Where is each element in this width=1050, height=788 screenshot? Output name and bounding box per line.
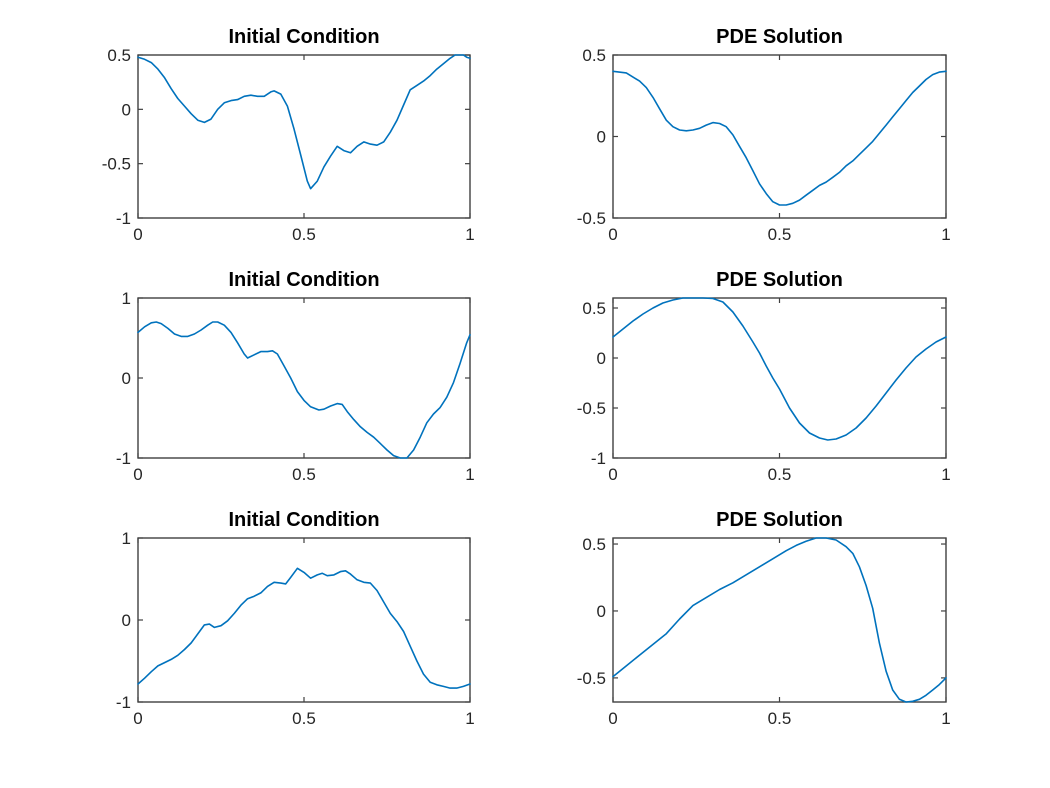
subplot-3-initial-condition: Initial Condition 0 0.5 1 1 0 -1 (83, 506, 486, 737)
svg-text:0: 0 (597, 602, 606, 621)
svg-text:-0.5: -0.5 (577, 669, 606, 688)
plot-title: Initial Condition (228, 269, 380, 291)
svg-text:0: 0 (133, 465, 142, 484)
plot-canvas: 0 0.5 10.50-0.5 (577, 46, 951, 244)
svg-text:0.5: 0.5 (107, 46, 131, 65)
plot-title: Initial Condition (228, 509, 380, 531)
svg-text:0.5: 0.5 (292, 225, 316, 244)
svg-text:0: 0 (597, 349, 606, 368)
svg-text:-1: -1 (116, 449, 131, 468)
svg-text:0: 0 (122, 100, 131, 119)
svg-text:1: 1 (941, 225, 950, 244)
plot-canvas: 0 0.5 110-1 (116, 529, 475, 728)
svg-text:0: 0 (608, 225, 617, 244)
svg-text:0: 0 (122, 611, 131, 630)
plot-canvas: 0 0.5 1 0.5 0 -0.5 -1 (577, 297, 951, 484)
plot-title: PDE Solution (716, 26, 843, 48)
plot-title: PDE Solution (716, 509, 843, 531)
svg-text:-1: -1 (116, 209, 131, 228)
plot-canvas: 0 0.5 1 0.5 0 -0.5 (577, 535, 951, 728)
svg-text:-1: -1 (591, 449, 606, 468)
subplot-1-pde-solution: PDE Solution 0 0.5 1 0.5 0 -0.5 (558, 23, 962, 253)
svg-text:0: 0 (133, 709, 142, 728)
svg-text:0.5: 0.5 (582, 299, 606, 318)
svg-text:0.5: 0.5 (292, 465, 316, 484)
svg-text:0.5: 0.5 (768, 465, 792, 484)
svg-text:1: 1 (941, 465, 950, 484)
svg-text:-0.5: -0.5 (577, 399, 606, 418)
svg-text:1: 1 (122, 289, 131, 308)
svg-text:0: 0 (608, 465, 617, 484)
subplot-3-pde-solution: PDE Solution 0 0.5 1 0.5 0 -0.5 (558, 506, 962, 737)
plot-canvas: 0 0.5 1 0.5 0 -0.5 -1 (102, 46, 475, 244)
plot-title: PDE Solution (716, 269, 843, 291)
svg-text:1: 1 (465, 465, 474, 484)
subplot-2-initial-condition: Initial Condition 0 0.5 1 1 0 -1 (83, 266, 486, 493)
svg-text:-0.5: -0.5 (577, 209, 606, 228)
svg-text:0: 0 (133, 225, 142, 244)
svg-text:1: 1 (465, 225, 474, 244)
subplot-1-initial-condition: Initial Condition 0 0.5 1 0.5 0 -0.5 -1 (83, 23, 486, 253)
svg-text:0.5: 0.5 (768, 709, 792, 728)
svg-text:0: 0 (608, 709, 617, 728)
svg-text:0.5: 0.5 (768, 225, 792, 244)
svg-text:0.5: 0.5 (582, 535, 606, 554)
svg-text:-0.5: -0.5 (102, 155, 131, 174)
plot-canvas: 0 0.5 110-1 (116, 289, 475, 484)
svg-text:0.5: 0.5 (292, 709, 316, 728)
svg-text:0: 0 (597, 128, 606, 147)
svg-text:1: 1 (465, 709, 474, 728)
svg-text:-1: -1 (116, 693, 131, 712)
subplot-2-pde-solution: PDE Solution 0 0.5 1 0.5 0 -0.5 -1 (558, 266, 962, 493)
svg-text:0.5: 0.5 (582, 46, 606, 65)
svg-text:0: 0 (122, 369, 131, 388)
plot-title: Initial Condition (228, 26, 380, 48)
svg-text:1: 1 (941, 709, 950, 728)
svg-text:1: 1 (122, 529, 131, 548)
